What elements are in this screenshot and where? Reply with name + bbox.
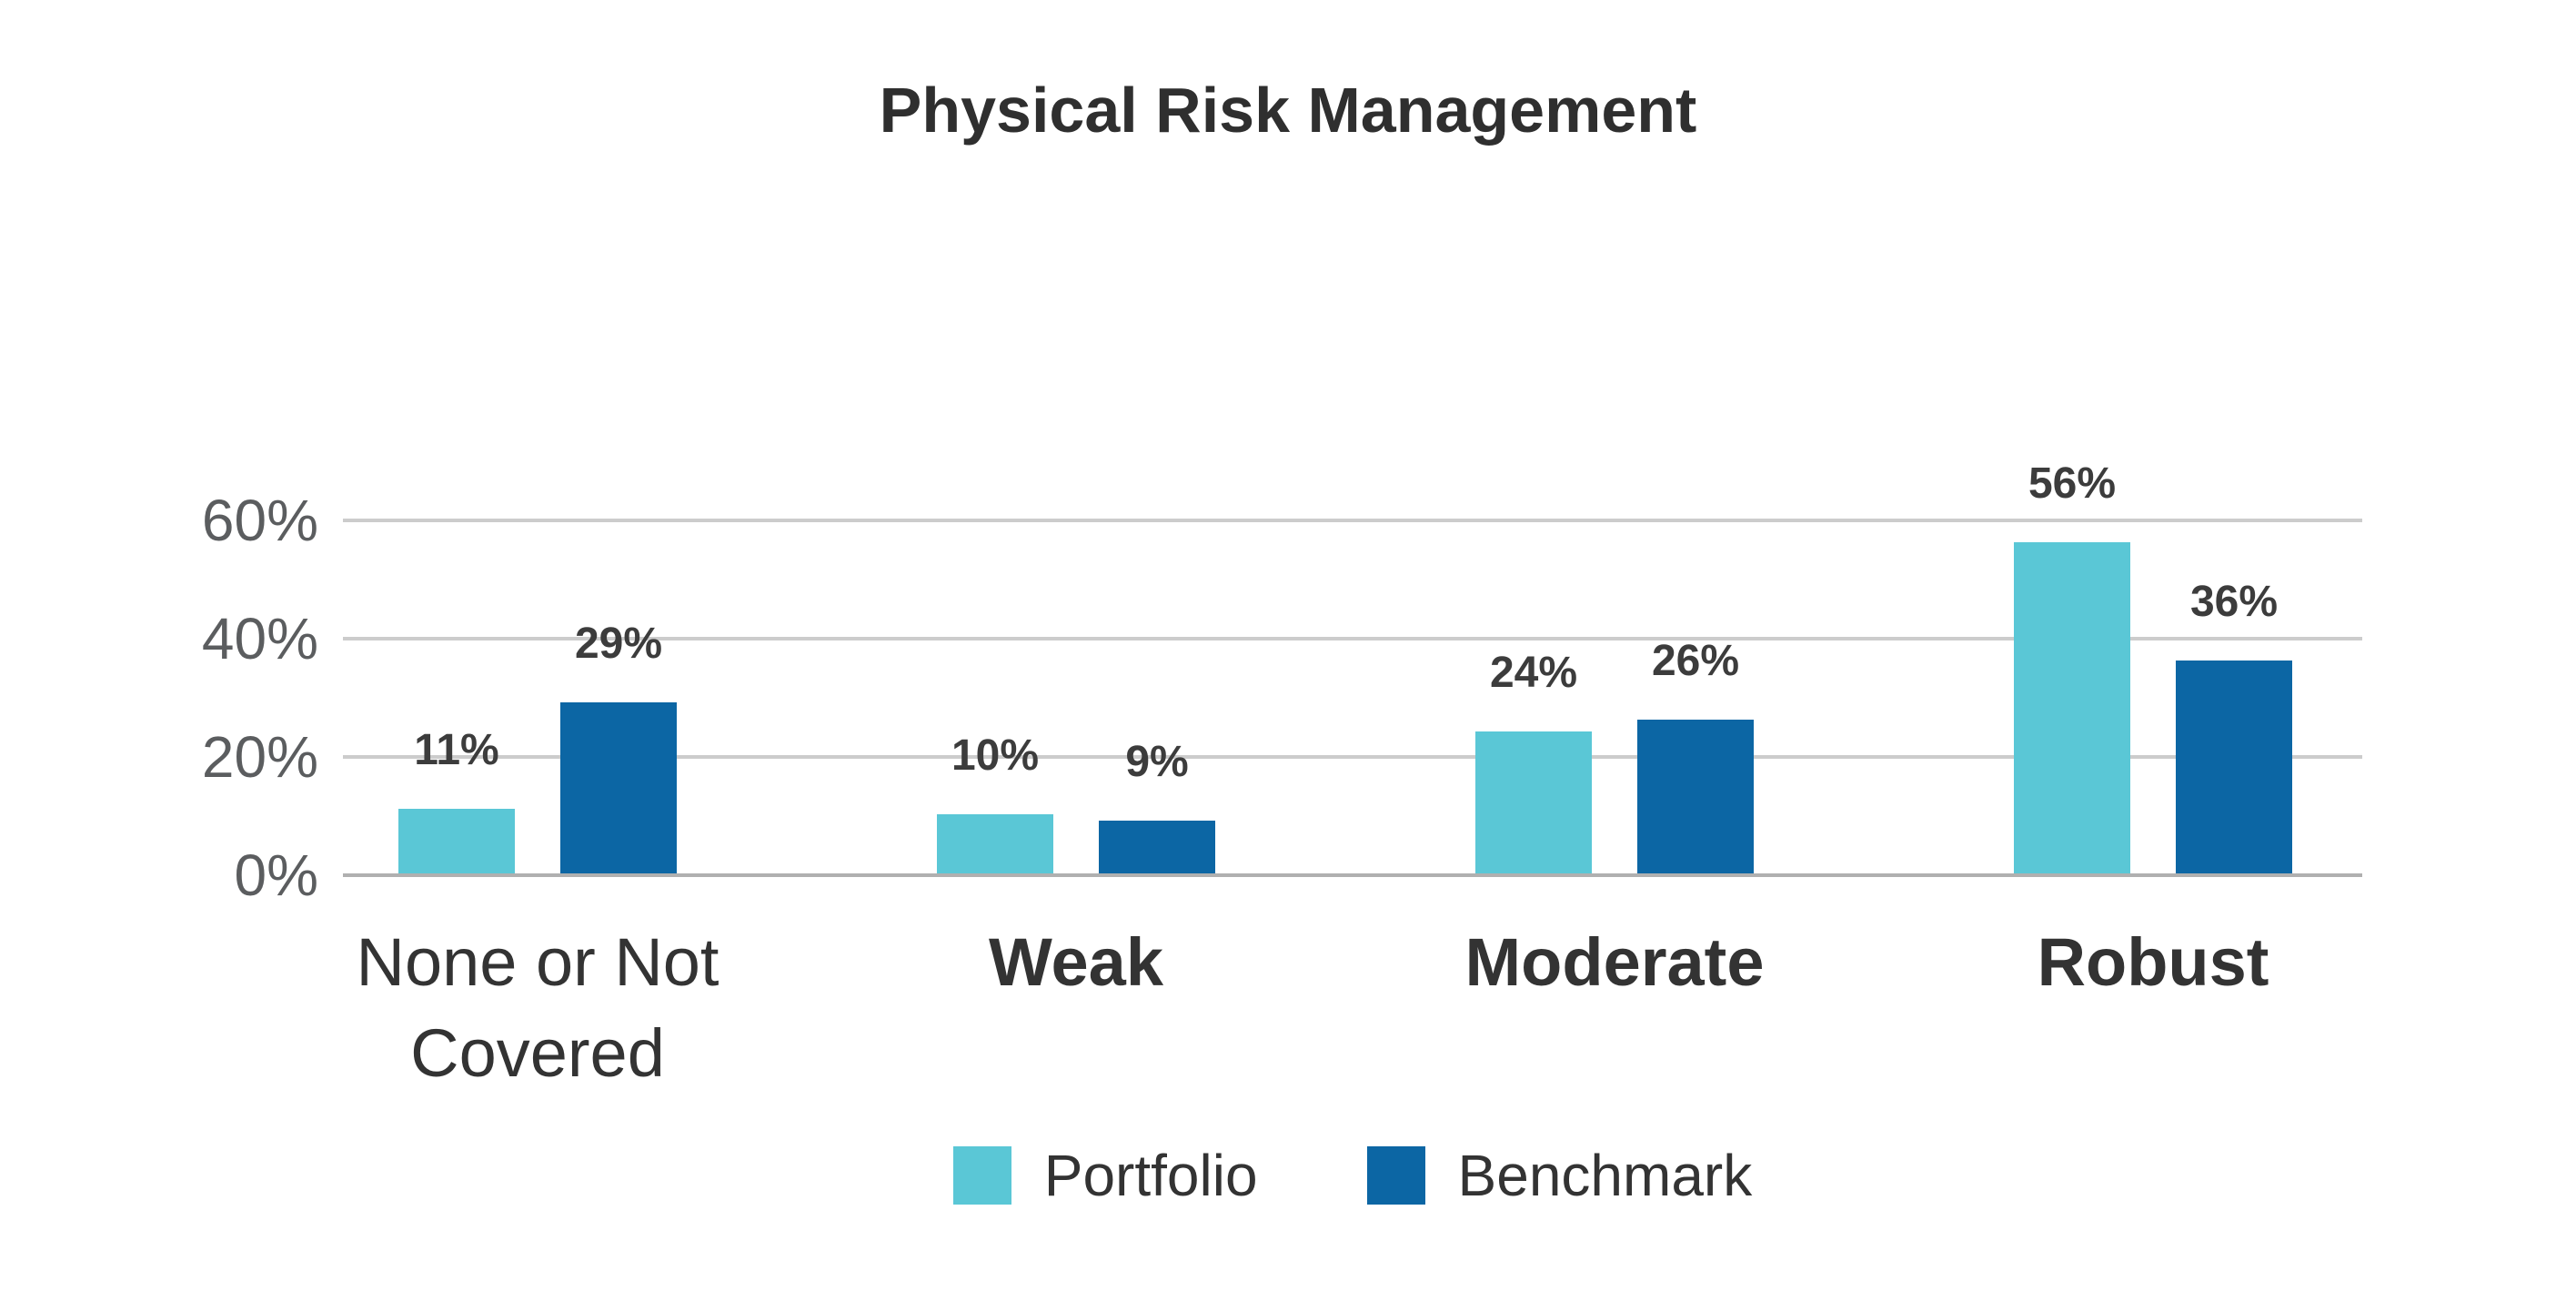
x-axis-baseline [343,873,2362,877]
bar-benchmark [2176,661,2292,873]
bar-portfolio [398,808,515,873]
bar-value-label: 24% [1489,649,1578,697]
gridline [343,755,2362,759]
legend-item-benchmark: Benchmark [1366,1143,1753,1208]
bar-value-label: 29% [574,619,663,668]
bar-benchmark [1099,820,1215,873]
category-label: Weak [989,924,1163,1000]
category-label: None or Not Covered [356,924,719,1091]
bar-portfolio [1475,731,1592,873]
bar-benchmark [1637,720,1754,873]
y-tick-label: 20% [201,724,318,790]
bar-benchmark [560,701,677,873]
bar-value-label: 10% [951,731,1040,780]
chart-title: Physical Risk Management [879,75,1697,146]
legend-label: Benchmark [1457,1143,1753,1208]
plot-area: 11% 29% 10% 9% 24% 26% 56% 36% [343,462,2362,877]
gridline [343,637,2362,640]
gridline [343,519,2362,522]
bar-portfolio [2014,542,2130,873]
y-tick-label: 40% [201,606,318,671]
category-label: Moderate [1464,924,1765,1000]
bar-value-label: 26% [1651,637,1740,685]
y-tick-label: 60% [201,488,318,553]
legend-label: Portfolio [1043,1143,1258,1208]
bar-value-label: 9% [1125,737,1189,786]
legend-swatch-icon [952,1146,1011,1205]
legend-swatch-icon [1366,1146,1425,1205]
bar-value-label: 36% [2189,578,2279,626]
legend: Portfolio Benchmark [343,1139,2362,1212]
bar-value-label: 56% [2028,459,2117,508]
legend-item-portfolio: Portfolio [952,1143,1258,1208]
bar-value-label: 11% [414,725,499,774]
bar-portfolio [937,814,1053,873]
category-label: Robust [2037,924,2269,1000]
y-tick-label: 0% [234,842,319,908]
